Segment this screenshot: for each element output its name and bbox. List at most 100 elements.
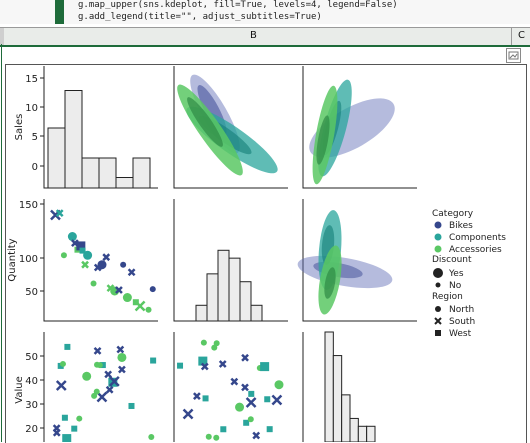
sales-hist-bar [115, 177, 134, 189]
kde-accessories-inner [187, 97, 223, 147]
scatter-point [274, 380, 284, 390]
legend-marker-south [434, 317, 442, 325]
scatter-point [115, 286, 123, 294]
sales-tick-0: 0 [32, 162, 38, 173]
histogram-value [324, 331, 376, 442]
scatter-point [108, 375, 120, 387]
code-line-1: g.map_upper(sns.kdeplot, fill=True, leve… [78, 0, 398, 10]
scatter-point [71, 425, 78, 432]
scatter-point [96, 391, 108, 403]
sales-hist-bar [47, 127, 66, 189]
histogram-quantity [195, 249, 263, 322]
scatter-point [134, 300, 146, 312]
scatter-point [83, 250, 93, 260]
value-hist-bar [332, 355, 343, 442]
legend-item-discount-no: No [449, 281, 462, 291]
sales-hist-bar [98, 157, 117, 189]
legend-item-accessories: Accessories [449, 245, 502, 255]
scatter-point [61, 414, 68, 421]
kde-accessories-inner [316, 115, 330, 165]
sales-hist-bar [132, 157, 151, 189]
scatter-point [127, 268, 136, 277]
value-hist-bar [357, 425, 368, 442]
scatter-point [55, 380, 67, 391]
histogram-sales [47, 90, 151, 189]
kde-sales-quantity [177, 74, 278, 176]
legend-title-discount: Discount [432, 255, 472, 265]
sales-hist-bar [64, 90, 83, 189]
code-cell[interactable]: g.map_upper(sns.kdeplot, fill=True, leve… [0, 0, 530, 24]
scatter-point [96, 362, 103, 369]
scatter-point [200, 339, 207, 346]
sales-tick-5: 5 [32, 132, 38, 143]
scatter-point [128, 402, 135, 409]
y-label-sales: Sales [14, 114, 25, 141]
scatter-point [252, 431, 261, 440]
column-header-bar: B C [0, 27, 530, 47]
column-header-left-cell[interactable] [0, 28, 4, 45]
scatter-point [218, 360, 227, 368]
scatter-point [91, 392, 98, 399]
scatter-point [118, 365, 126, 374]
legend-title-category: Category [432, 209, 474, 219]
scatter-point [241, 383, 249, 392]
legend-item-west: West [449, 329, 472, 339]
value-hist-bar [341, 394, 351, 442]
scatter-point [213, 434, 220, 441]
quantity-tick-150: 150 [19, 200, 38, 211]
y-label-quantity: Quantity [7, 238, 18, 281]
legend-item-components: Components [449, 233, 506, 243]
scatter-point [205, 433, 212, 440]
column-header-b[interactable]: B [250, 30, 257, 41]
scatter-point [198, 356, 208, 366]
scatter-point [247, 416, 254, 423]
legend-item-north: North [449, 305, 474, 315]
plot-output [5, 64, 527, 443]
quantity-tick-50: 50 [25, 287, 38, 298]
scatter-point [182, 408, 194, 420]
legend-marker-components [434, 233, 442, 241]
scatter-point [116, 345, 125, 354]
scatter-point [120, 261, 127, 268]
scatter-point [90, 280, 97, 287]
scatter-point [260, 362, 270, 372]
scatter-point [102, 253, 111, 262]
quantity-hist-bar [250, 304, 263, 322]
scatter-point [76, 415, 83, 422]
scatter-point [93, 346, 102, 355]
legend-marker-discount-yes [433, 268, 443, 278]
scatter-point [202, 395, 209, 402]
scatter-point [122, 293, 132, 303]
legend-marker-bikes [434, 221, 442, 229]
scatter-value-quantity [177, 339, 284, 441]
scatter-point [245, 397, 257, 408]
quantity-hist-bar [239, 281, 252, 322]
value-hist-bar [324, 331, 334, 442]
column-header-c-label: C [518, 30, 525, 41]
legend-marker-west [435, 330, 441, 336]
cell-active-indicator [55, 0, 64, 24]
scatter-point [59, 360, 66, 367]
scatter-point [97, 260, 107, 270]
scatter-point [241, 353, 249, 362]
axes-quantity-sales [43, 199, 158, 322]
scatter-point [230, 377, 239, 386]
quantity-hist-bar [206, 273, 219, 322]
quantity-hist-bar [195, 304, 208, 322]
image-output-icon[interactable] [506, 48, 521, 63]
scatter-point [99, 362, 106, 369]
quantity-tick-100: 100 [19, 254, 38, 265]
legend-marker-north [435, 306, 441, 312]
legend-item-south: South [449, 317, 475, 327]
scatter-quantity-sales [50, 209, 156, 313]
scatter-value-sales [52, 343, 157, 442]
sales-tick-10: 10 [25, 103, 38, 114]
legend-title-region: Region [432, 292, 463, 302]
scatter-point [243, 419, 250, 426]
axes-quantity-value [302, 199, 417, 322]
legend: Category Bikes Components Accessories Di… [432, 209, 506, 339]
sales-hist-bar [81, 157, 100, 189]
scatter-point [79, 247, 86, 254]
scatter-point [235, 402, 245, 412]
column-header-c[interactable]: C [511, 28, 530, 45]
